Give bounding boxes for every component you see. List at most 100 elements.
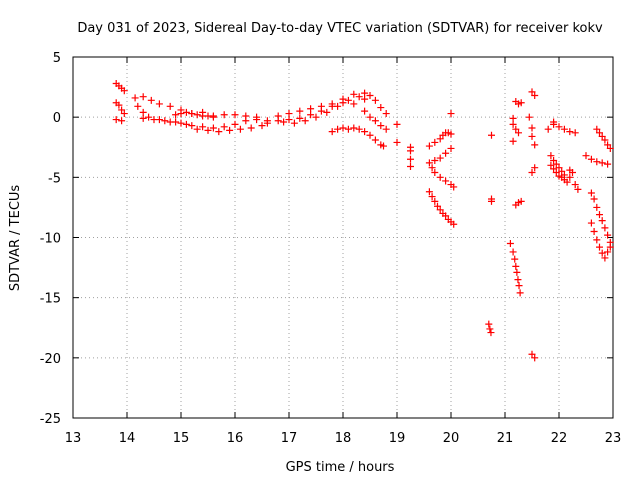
data-point [552, 169, 560, 177]
series-arc-o [485, 131, 495, 337]
series-arc-n [425, 188, 458, 228]
data-point [204, 126, 212, 134]
data-point [596, 243, 603, 251]
x-tick-label: 17 [281, 431, 298, 446]
y-tick-label: 5 [53, 51, 61, 66]
data-point [193, 111, 201, 119]
series-arc-r [525, 88, 539, 362]
data-point [209, 113, 217, 121]
series-arc-h [274, 99, 390, 133]
data-point [488, 197, 495, 205]
series-arc-t [547, 152, 582, 193]
data-point [552, 160, 560, 168]
data-point [242, 117, 250, 125]
data-point [139, 93, 147, 101]
data-point [274, 117, 282, 125]
y-tick-label: -10 [40, 232, 61, 247]
series-arc-k [393, 120, 414, 171]
data-point [371, 117, 379, 125]
data-point [182, 120, 190, 128]
data-point [131, 94, 139, 102]
data-point [515, 282, 523, 290]
data-point [485, 320, 493, 328]
data-point [172, 118, 180, 126]
data-point [204, 112, 212, 120]
data-point [147, 96, 155, 104]
data-point [590, 227, 598, 235]
data-point [550, 165, 558, 173]
data-point [515, 129, 522, 137]
data-point [428, 164, 436, 172]
x-tick-label: 19 [389, 431, 406, 446]
data-point [182, 108, 190, 116]
x-tick-label: 18 [335, 431, 352, 446]
data-point [531, 354, 539, 362]
data-point [528, 88, 536, 96]
data-point [598, 159, 606, 167]
series-arc-w [593, 125, 614, 152]
data-point [301, 117, 309, 125]
data-point [516, 289, 524, 297]
series-arc-b [112, 99, 128, 125]
data-point [188, 122, 196, 130]
data-point [447, 130, 455, 138]
data-point [569, 169, 576, 177]
data-point [593, 158, 601, 166]
data-point [226, 126, 234, 134]
data-point [371, 136, 379, 144]
data-point [582, 152, 590, 160]
series-arc-f [172, 108, 217, 121]
series-arc-u [547, 161, 576, 186]
data-point [590, 195, 598, 203]
data-point [166, 102, 174, 110]
data-point [601, 224, 609, 232]
data-point [604, 248, 612, 256]
data-point [236, 125, 244, 133]
data-point [509, 114, 517, 122]
data-point [145, 113, 153, 121]
axis-ticks [72, 56, 614, 419]
x-tick-labels: 13 14 15 16 17 18 19 20 21 22 23 [65, 431, 622, 446]
data-point [436, 206, 444, 214]
data-point [307, 105, 315, 113]
x-tick-label: 16 [227, 431, 244, 446]
data-point [355, 125, 363, 133]
data-point [606, 243, 614, 251]
data-point [339, 124, 347, 132]
data-point [547, 161, 555, 169]
data-point [312, 113, 320, 121]
x-axis-label: GPS time / hours [286, 460, 395, 475]
data-point [425, 188, 433, 196]
series-arc-q [509, 98, 525, 209]
data-point [571, 181, 579, 189]
data-point [290, 119, 298, 127]
y-tick-labels: 5 0 -5 -10 -15 -20 -25 [40, 51, 61, 427]
data-point [258, 122, 266, 130]
data-point [215, 128, 223, 136]
data-point [528, 169, 536, 177]
data-point [285, 110, 293, 118]
data-point [531, 92, 539, 100]
data-point [517, 99, 525, 107]
data-point [334, 125, 342, 133]
data-point [531, 164, 539, 172]
data-point [380, 142, 387, 150]
data-point [350, 100, 358, 108]
chart-title: Day 031 of 2023, Sidereal Day-to-day VTE… [77, 21, 603, 36]
data-point [558, 167, 566, 175]
data-point [547, 152, 555, 160]
data-point [317, 107, 325, 115]
data-point [199, 123, 207, 131]
data-point [555, 123, 563, 131]
series-arc-p [506, 240, 524, 297]
data-point [513, 268, 521, 276]
y-axis-label: SDTVAR / TECUs [8, 185, 23, 292]
data-point [350, 124, 358, 132]
series-arc-y [587, 219, 614, 262]
data-point [434, 202, 441, 210]
data-point [447, 144, 455, 152]
data-point [604, 160, 612, 168]
series-arc-j [328, 124, 387, 150]
data-point [220, 123, 228, 131]
data-point [366, 131, 374, 139]
